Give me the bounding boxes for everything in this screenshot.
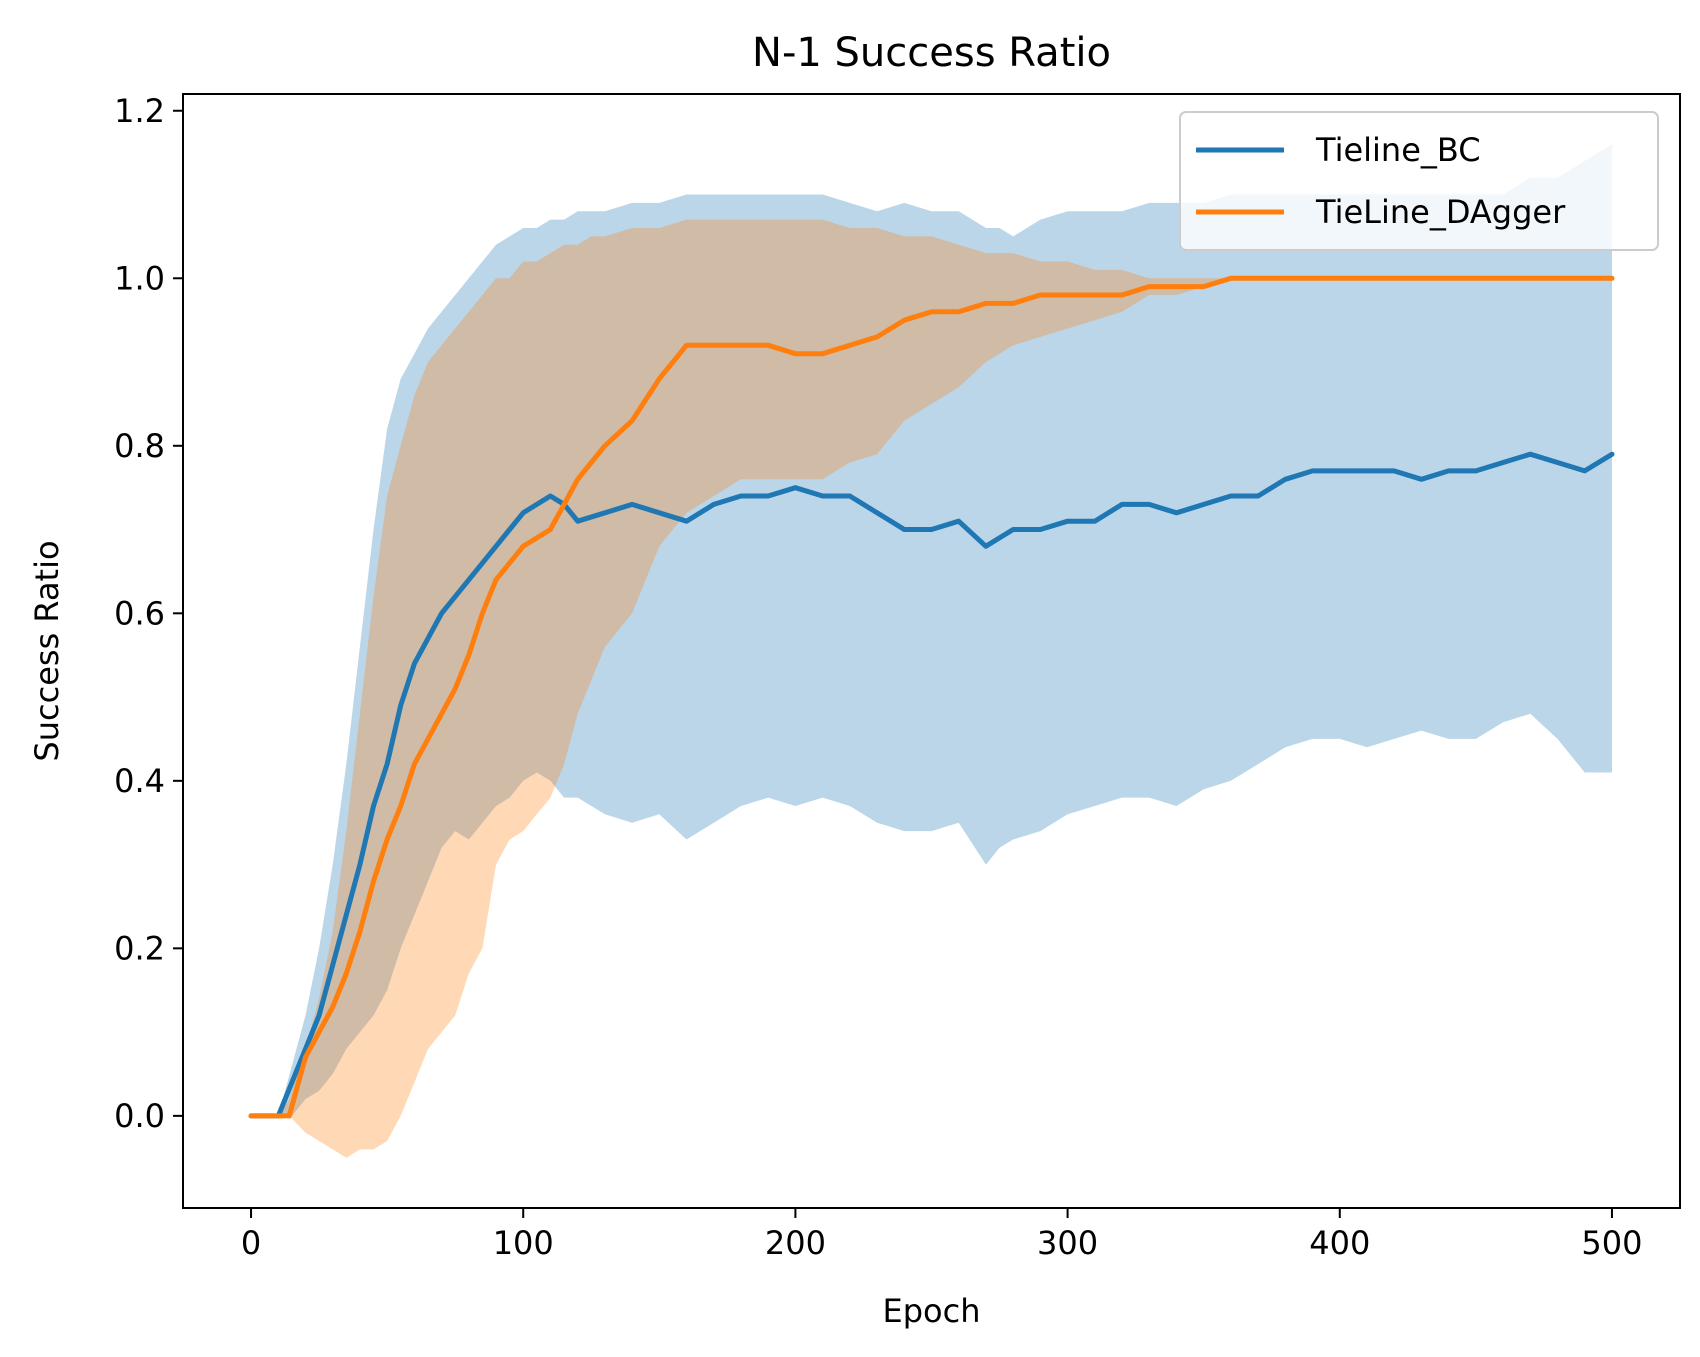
band-tieline_dagger xyxy=(251,219,1612,1158)
y-axis-label: Success Ratio xyxy=(28,540,66,761)
x-axis-label: Epoch xyxy=(883,1292,981,1330)
chart-title: N-1 Success Ratio xyxy=(752,30,1111,76)
y-tick-label: 0.6 xyxy=(114,594,165,632)
plot-frame xyxy=(182,93,1681,1209)
x-tick-label: 500 xyxy=(1581,1224,1642,1262)
y-tick-label: 1.0 xyxy=(114,259,165,297)
x-tick-label: 400 xyxy=(1309,1224,1370,1262)
x-axis-ticks: 0 100 200 300 400 500 xyxy=(241,1208,1642,1262)
x-tick-label: 300 xyxy=(1037,1224,1098,1262)
confidence-bands xyxy=(251,144,1612,1158)
y-tick-label: 0.8 xyxy=(114,427,165,465)
legend-label: TieLine_DAgger xyxy=(1315,193,1566,231)
y-tick-label: 0.0 xyxy=(114,1097,165,1135)
y-tick-label: 0.4 xyxy=(114,762,165,800)
x-tick-label: 100 xyxy=(493,1224,554,1262)
line-tieline_dagger xyxy=(248,275,1615,1119)
legend-label: Tieline_BC xyxy=(1315,131,1481,169)
y-tick-label: 1.2 xyxy=(114,92,165,130)
band-tieline_bc xyxy=(251,144,1612,1116)
x-tick-label: 200 xyxy=(765,1224,826,1262)
x-tick-label: 0 xyxy=(241,1224,261,1262)
series-lines xyxy=(248,275,1615,1119)
legend: Tieline_BC TieLine_DAgger xyxy=(1179,111,1659,251)
y-tick-label: 0.2 xyxy=(114,929,165,967)
y-axis-ticks: 0.0 0.2 0.4 0.6 0.8 1.0 1.2 xyxy=(114,92,183,1135)
legend-box xyxy=(1179,111,1659,251)
line-tieline_bc xyxy=(248,451,1615,1119)
